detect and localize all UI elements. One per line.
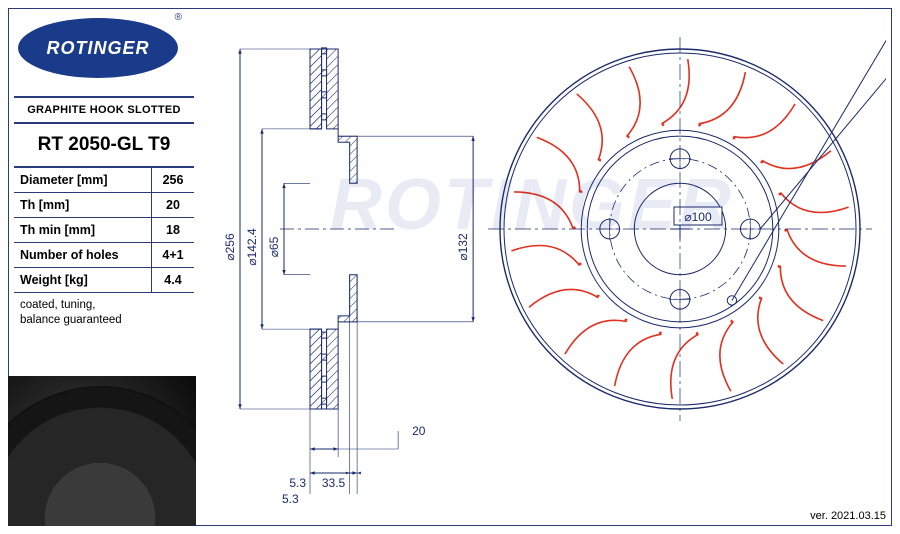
svg-text:33.5: 33.5	[322, 476, 346, 490]
drawing-svg: ⌀256⌀142.4⌀65⌀1322033.55.35.3⌀6.64x⌀14⌀1…	[210, 14, 886, 504]
product-photo	[8, 376, 196, 526]
spec-label: Th min [mm]	[14, 218, 152, 242]
svg-text:20: 20	[412, 424, 426, 438]
part-number: RT 2050-GL T9	[14, 124, 194, 168]
spec-row: Number of holes4+1	[14, 243, 194, 268]
spec-panel: GRAPHITE HOOK SLOTTED RT 2050-GL T9 Diam…	[14, 96, 194, 333]
spec-value: 4.4	[152, 268, 194, 292]
spec-row: Th min [mm]18	[14, 218, 194, 243]
spec-value: 4+1	[152, 243, 194, 267]
svg-text:⌀65: ⌀65	[267, 236, 281, 257]
spec-value: 18	[152, 218, 194, 242]
svg-text:⌀142.4: ⌀142.4	[245, 228, 259, 266]
svg-text:⌀256: ⌀256	[223, 233, 237, 261]
spec-row: Weight [kg]4.4	[14, 268, 194, 293]
svg-text:5.3: 5.3	[282, 492, 299, 504]
registered-mark: ®	[175, 12, 182, 23]
spec-value: 20	[152, 193, 194, 217]
brand-name: ROTINGER	[46, 38, 149, 59]
spec-label: Diameter [mm]	[14, 168, 152, 192]
spec-row: Th [mm]20	[14, 193, 194, 218]
svg-text:⌀132: ⌀132	[456, 233, 470, 261]
brand-logo: ROTINGER ®	[18, 18, 178, 90]
spec-value: 256	[152, 168, 194, 192]
spec-label: Th [mm]	[14, 193, 152, 217]
product-title: GRAPHITE HOOK SLOTTED	[14, 98, 194, 124]
spec-label: Number of holes	[14, 243, 152, 267]
version-label: ver. 2021.03.15	[810, 510, 886, 522]
svg-text:⌀100: ⌀100	[684, 210, 712, 224]
spec-notes: coated, tuning, balance guaranteed	[14, 293, 194, 333]
spec-label: Weight [kg]	[14, 268, 152, 292]
svg-text:5.3: 5.3	[289, 476, 306, 490]
spec-row: Diameter [mm]256	[14, 168, 194, 193]
technical-drawing: ROTINGER ⌀256⌀142.4⌀65⌀1322033.55.35.3⌀6…	[210, 14, 886, 506]
